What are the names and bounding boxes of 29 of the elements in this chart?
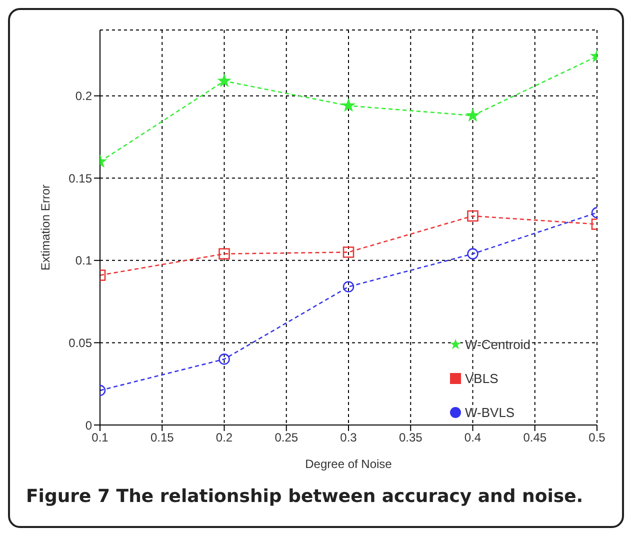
point: [342, 99, 355, 112]
y-axis-title: Extimation Error: [38, 184, 52, 271]
x-tick-label: 0.3: [340, 430, 358, 445]
y-tick-label: 0.2: [75, 89, 92, 104]
legend-label: W-BVLS: [465, 405, 515, 420]
x-tick-label: 0.1: [92, 430, 109, 445]
x-tick-label: 0.2: [216, 430, 233, 445]
x-tick-label: 0.5: [588, 430, 606, 445]
point: [218, 354, 230, 365]
x-tick-label: 0.45: [523, 430, 547, 445]
point: [218, 74, 230, 86]
y-tick-label: 0: [85, 418, 92, 432]
point: [466, 109, 479, 121]
text: Figure 7 The relationship between accuracy and noise.: [26, 486, 584, 507]
x-tick-label: 0.4: [464, 430, 482, 445]
point: [467, 248, 478, 260]
point: [342, 246, 354, 258]
x-tick-label: 0.35: [398, 430, 423, 445]
y-tick-label: 0.15: [68, 171, 92, 186]
legend-label: VBLS: [465, 371, 498, 386]
point: [467, 210, 478, 222]
x-tick-label: 0.15: [150, 430, 174, 445]
point: [342, 281, 354, 292]
y-tick-label: 0.05: [68, 336, 92, 350]
y-tick-label: 0.1: [75, 254, 92, 268]
x-axis-title: Degree of Noise: [305, 457, 392, 471]
legend-label: W-Centroid: [465, 337, 531, 352]
point: [218, 248, 230, 260]
x-tick-label: 0.25: [274, 430, 298, 445]
